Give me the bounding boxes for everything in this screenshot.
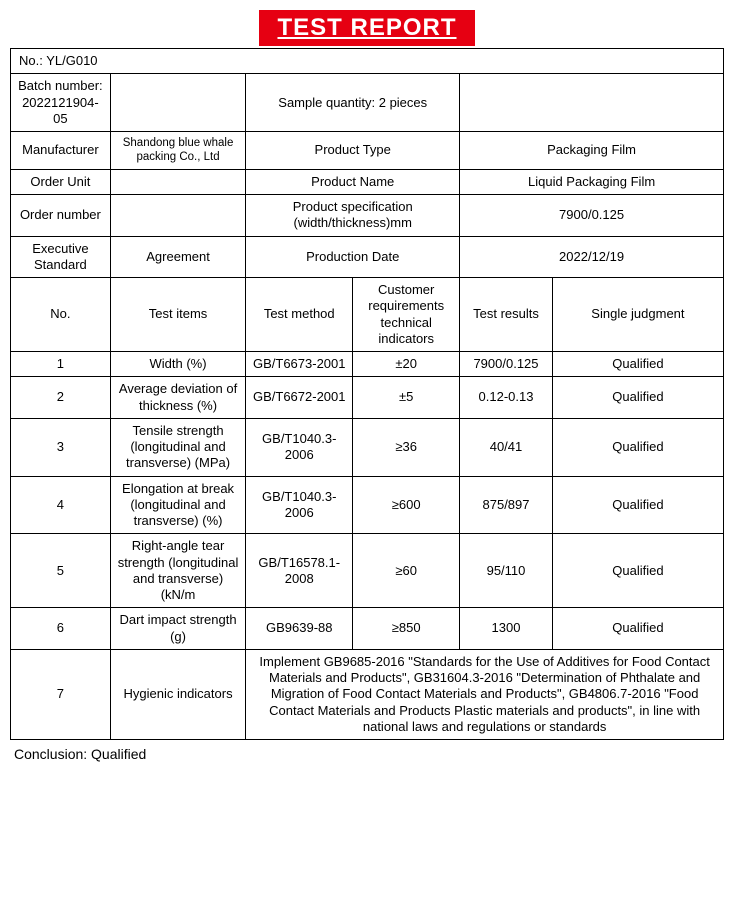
cell-method: GB/T6672-2001 <box>246 377 353 419</box>
cell-judgment: Qualified <box>552 476 723 534</box>
product-type-value: Packaging Film <box>460 132 724 170</box>
cell-result: 40/41 <box>460 418 553 476</box>
cell-method: GB/T6673-2001 <box>246 352 353 377</box>
cell-judgment: Qualified <box>552 534 723 608</box>
cell-judgment: Qualified <box>552 418 723 476</box>
cell-result: 0.12-0.13 <box>460 377 553 419</box>
table-row: 5 Right-angle tear strength (longitudina… <box>11 534 724 608</box>
cell-method: GB/T1040.3-2006 <box>246 418 353 476</box>
sample-quantity: Sample quantity: 2 pieces <box>246 74 460 132</box>
cell-method: GB/T1040.3-2006 <box>246 476 353 534</box>
cell-no: 5 <box>11 534 111 608</box>
order-unit-value <box>110 169 245 194</box>
spec-value: 7900/0.125 <box>460 195 724 237</box>
cell-no: 2 <box>11 377 111 419</box>
table-row-hygienic: 7 Hygienic indicators Implement GB9685-2… <box>11 649 724 739</box>
col-req: Customer requirements technical indicato… <box>353 278 460 352</box>
title-banner-wrap: TEST REPORT <box>10 10 724 46</box>
cell-no: 7 <box>11 649 111 739</box>
cell-result: 95/110 <box>460 534 553 608</box>
product-type-label: Product Type <box>246 132 460 170</box>
table-row: 6 Dart impact strength (g) GB9639-88 ≥85… <box>11 608 724 650</box>
col-judgment: Single judgment <box>552 278 723 352</box>
cell-no: 6 <box>11 608 111 650</box>
cell-no: 4 <box>11 476 111 534</box>
cell-item: Elongation at break (longitudinal and tr… <box>110 476 245 534</box>
cell-result: 7900/0.125 <box>460 352 553 377</box>
order-unit-label: Order Unit <box>11 169 111 194</box>
cell-no: 1 <box>11 352 111 377</box>
cell-req: ≥36 <box>353 418 460 476</box>
hygienic-text: Implement GB9685-2016 "Standards for the… <box>246 649 724 739</box>
table-row: 3 Tensile strength (longitudinal and tra… <box>11 418 724 476</box>
col-no: No. <box>11 278 111 352</box>
col-test-items: Test items <box>110 278 245 352</box>
conclusion: Conclusion: Qualified <box>10 740 724 766</box>
report-no: No.: YL/G010 <box>11 49 724 74</box>
cell-item: Tensile strength (longitudinal and trans… <box>110 418 245 476</box>
order-number-value <box>110 195 245 237</box>
cell-method: GB/T16578.1-2008 <box>246 534 353 608</box>
cell-item: Hygienic indicators <box>110 649 245 739</box>
prod-date-value: 2022/12/19 <box>460 236 724 278</box>
col-results: Test results <box>460 278 553 352</box>
spec-label: Product specification (width/thickness)m… <box>246 195 460 237</box>
cell-req: ≥850 <box>353 608 460 650</box>
cell-req: ±20 <box>353 352 460 377</box>
cell-item: Right-angle tear strength (longitudinal … <box>110 534 245 608</box>
cell-req: ≥600 <box>353 476 460 534</box>
batch-number-label: Batch number: 2022121904-05 <box>11 74 111 132</box>
cell-item: Width (%) <box>110 352 245 377</box>
col-test-method: Test method <box>246 278 353 352</box>
prod-date-label: Production Date <box>246 236 460 278</box>
cell-no: 3 <box>11 418 111 476</box>
report-table: No.: YL/G010 Batch number: 2022121904-05… <box>10 48 724 740</box>
cell-method: GB9639-88 <box>246 608 353 650</box>
cell-item: Dart impact strength (g) <box>110 608 245 650</box>
order-number-label: Order number <box>11 195 111 237</box>
exec-std-value: Agreement <box>110 236 245 278</box>
manufacturer-label: Manufacturer <box>11 132 111 170</box>
product-name-label: Product Name <box>246 169 460 194</box>
manufacturer-value: Shandong blue whale packing Co., Ltd <box>110 132 245 170</box>
cell-req: ±5 <box>353 377 460 419</box>
table-row: 2 Average deviation of thickness (%) GB/… <box>11 377 724 419</box>
cell-result: 1300 <box>460 608 553 650</box>
report-title: TEST REPORT <box>259 10 474 46</box>
product-name-value: Liquid Packaging Film <box>460 169 724 194</box>
exec-std-label: Executive Standard <box>11 236 111 278</box>
cell-item: Average deviation of thickness (%) <box>110 377 245 419</box>
sample-quantity-value <box>460 74 724 132</box>
batch-number-value <box>110 74 245 132</box>
cell-req: ≥60 <box>353 534 460 608</box>
table-row: 1 Width (%) GB/T6673-2001 ±20 7900/0.125… <box>11 352 724 377</box>
cell-judgment: Qualified <box>552 377 723 419</box>
table-row: 4 Elongation at break (longitudinal and … <box>11 476 724 534</box>
cell-judgment: Qualified <box>552 352 723 377</box>
cell-result: 875/897 <box>460 476 553 534</box>
cell-judgment: Qualified <box>552 608 723 650</box>
